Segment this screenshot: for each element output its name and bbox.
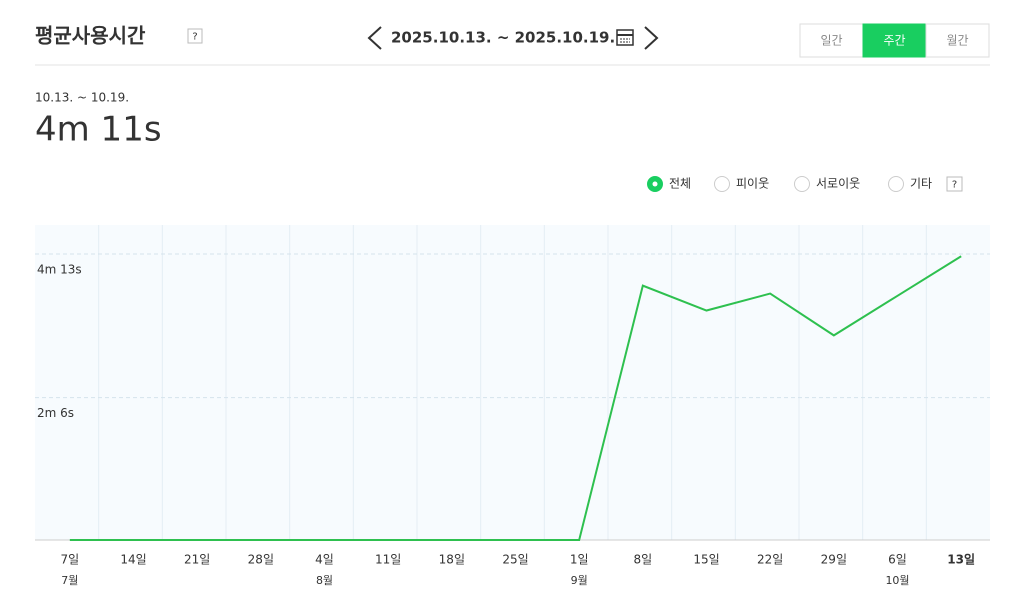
x-tick-label: 28일 [248,553,274,567]
help-icon[interactable]: ? [952,180,957,191]
x-tick-label: 21일 [184,553,210,567]
summary-range: 10.13. ~ 10.19. [35,91,129,105]
next-arrow[interactable] [644,26,659,50]
x-tick-label: 8일 [633,553,652,567]
y-tick-label: 2m 6s [37,406,74,420]
x-tick-label: 7일 [60,553,79,567]
radio-label[interactable]: 피이웃 [736,177,769,191]
help-box[interactable] [187,28,203,44]
series-line [69,255,962,541]
x-tick-label: 15일 [693,553,719,567]
radio[interactable] [888,176,904,192]
date-range: 2025.10.13. ~ 2025.10.19. [391,29,615,47]
radio-label[interactable]: 기타 [910,177,932,191]
help-box[interactable] [946,176,963,192]
x-tick-label: 25일 [502,553,528,567]
month-label: 9월 [571,574,588,587]
tab-label[interactable]: 월간 [946,34,968,48]
tab-label[interactable]: 일간 [820,34,842,48]
plot-background [35,225,990,540]
month-label: 10월 [885,574,909,587]
month-label: 8월 [316,574,333,587]
month-label: 7월 [61,574,78,587]
summary-value: 4m 11s [35,110,162,150]
radio-label[interactable]: 서로이웃 [816,177,860,191]
x-tick-label: 1일 [570,553,589,567]
x-tick-label: 11일 [375,553,401,567]
tab-button[interactable] [925,23,990,58]
radio-dot [652,181,658,187]
radio[interactable] [794,176,810,192]
tab-label[interactable]: 주간 [883,34,905,48]
page-title: 평균사용시간 [35,24,146,48]
x-tick-label: 22일 [757,553,783,567]
x-tick-label: 14일 [120,553,146,567]
help-icon[interactable]: ? [192,32,197,43]
x-tick-label: 29일 [821,553,847,567]
y-tick-label: 4m 13s [37,263,82,277]
radio[interactable] [714,176,730,192]
tab-button[interactable] [799,23,864,58]
tab-button[interactable] [862,23,927,58]
x-tick-label: 18일 [439,553,465,567]
x-tick-label: 6일 [888,553,907,567]
calendar-icon[interactable] [616,29,634,46]
radio-label[interactable]: 전체 [669,177,691,191]
x-tick-label: 4일 [315,553,334,567]
x-tick-label: 13일 [947,553,975,567]
prev-arrow[interactable] [367,26,382,50]
